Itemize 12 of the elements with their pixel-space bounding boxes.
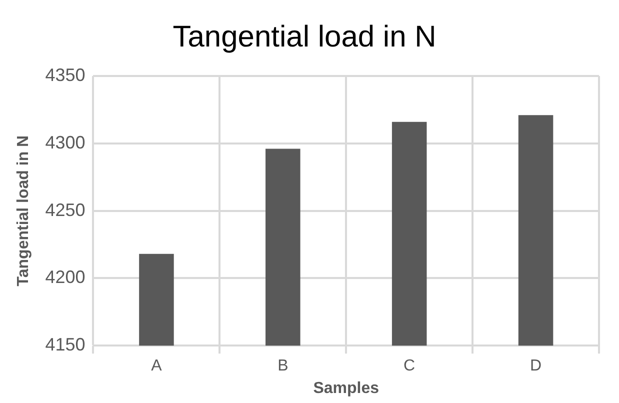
x-tick-label: D (530, 358, 542, 375)
y-tick-label: 4300 (45, 132, 86, 152)
chart-title: Tangential load in N (172, 20, 436, 54)
x-tick-label: A (151, 358, 162, 375)
y-tick-label: 4350 (45, 64, 86, 85)
y-tick-label: 4150 (45, 334, 86, 355)
x-tick-label: C (404, 358, 416, 375)
x-axis-title: Samples (313, 380, 380, 397)
y-tick-label: 4250 (45, 200, 86, 220)
y-axis-title: Tangential load in N (15, 135, 32, 286)
y-tick-label: 4200 (45, 267, 86, 288)
x-tick-label: B (278, 358, 288, 375)
